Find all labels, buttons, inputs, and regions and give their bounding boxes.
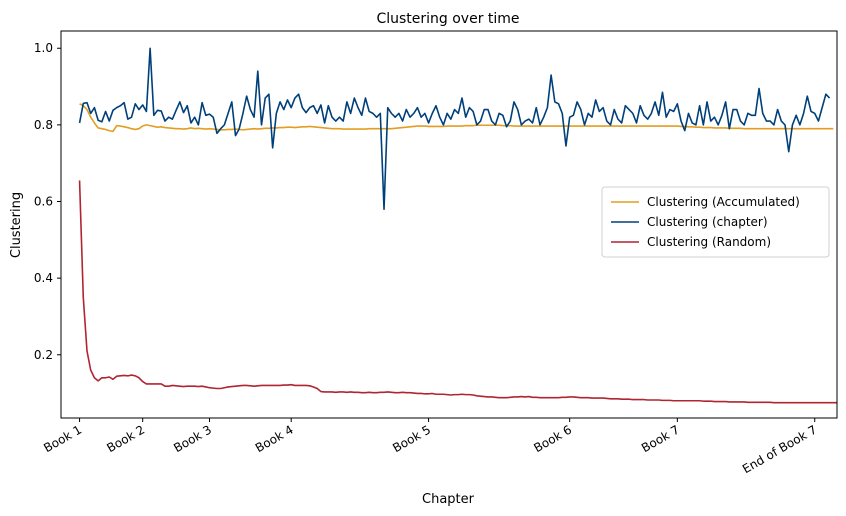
y-tick-label: 1.0 bbox=[34, 41, 53, 55]
y-axis-label: Clustering bbox=[9, 192, 24, 258]
y-tick-label: 0.4 bbox=[34, 271, 53, 285]
legend-label: Clustering (chapter) bbox=[647, 215, 768, 229]
x-axis-label: Chapter bbox=[422, 492, 475, 507]
y-axis: 0.2 0.4 0.6 0.8 1.0 bbox=[34, 41, 61, 362]
legend-label: Clustering (Random) bbox=[647, 235, 771, 249]
y-tick-label: 0.8 bbox=[34, 118, 53, 132]
legend: Clustering (Accumulated) Clustering (chap… bbox=[601, 186, 830, 258]
series-line-1 bbox=[79, 103, 834, 133]
legend-box bbox=[601, 186, 830, 258]
series-group bbox=[78, 47, 837, 404]
plot-frame bbox=[60, 30, 838, 419]
series-line-3 bbox=[78, 180, 837, 404]
y-tick-label: 0.2 bbox=[34, 348, 53, 362]
y-tick-label: 0.6 bbox=[34, 195, 53, 209]
chart-title: Clustering over time bbox=[376, 11, 519, 27]
series-line-2 bbox=[78, 47, 831, 210]
legend-label: Clustering (Accumulated) bbox=[647, 195, 800, 209]
